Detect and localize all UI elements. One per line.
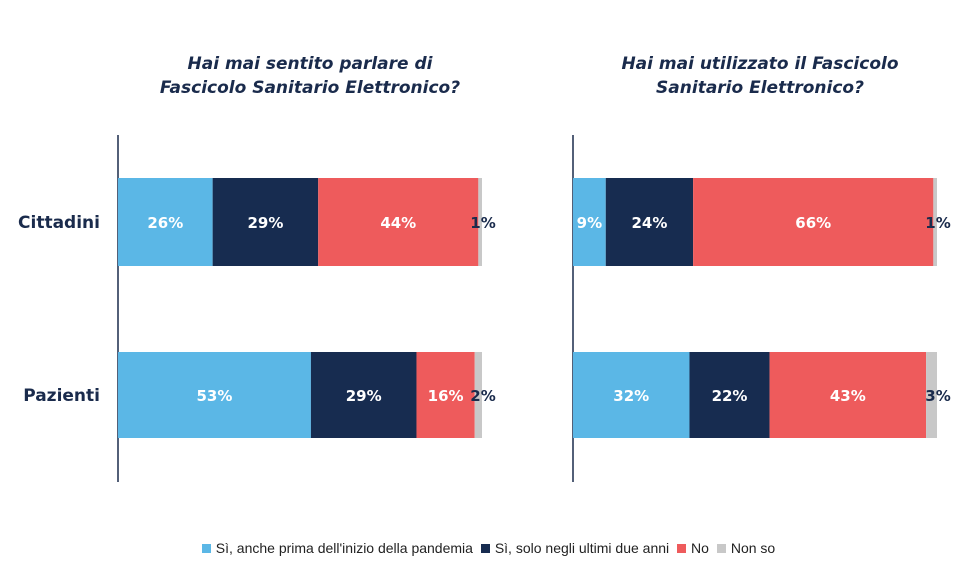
legend-swatch-prima (201, 544, 211, 553)
category-label-pazienti: Pazienti (23, 386, 100, 406)
data-label: 1% (470, 214, 495, 232)
bar-segment (478, 178, 482, 266)
data-label: 1% (925, 214, 950, 232)
data-label: 2% (470, 387, 495, 405)
legend-label-ultimi: Sì, solo negli ultimi due anni (494, 540, 670, 556)
bar-segment (118, 178, 213, 266)
bar-segment (605, 178, 694, 266)
data-label: 22% (712, 387, 748, 405)
bar-segment (310, 352, 417, 438)
legend-swatch-no (677, 544, 687, 553)
data-label: 44% (380, 214, 416, 232)
data-label: 24% (631, 214, 667, 232)
bar-segment (573, 178, 606, 266)
data-label: 9% (577, 214, 602, 232)
data-label: 43% (830, 387, 866, 405)
bar-segment (118, 352, 311, 438)
data-label: 29% (346, 387, 382, 405)
legend-item-ultimi: Sì, solo negli ultimi due anni (480, 540, 670, 556)
bar-segment (769, 352, 927, 438)
data-label: 66% (795, 214, 831, 232)
legend-item-prima: Sì, anche prima dell'inizio della pandem… (201, 540, 473, 556)
legend-swatch-nonso (716, 544, 726, 553)
legend-label-nonso: Non so (730, 540, 776, 556)
bar-segment (573, 352, 690, 438)
stacked-bar-charts: Cittadini 26% 29% 44% 1% Pazienti 53% 29% 16% 2% 9… (18, 135, 951, 482)
bar-segment (318, 178, 479, 266)
chart-title-left: Hai mai sentito parlare di Fascicolo San… (159, 54, 461, 98)
legend-item-nonso: Non so (716, 540, 776, 556)
bar-segment (926, 352, 937, 438)
data-label: 29% (247, 214, 283, 232)
bar-segment (933, 178, 937, 266)
data-label: 3% (925, 387, 950, 405)
data-label: 32% (613, 387, 649, 405)
chart-title-right: Hai mai utilizzato il Fascicolo Sanitari… (621, 54, 899, 98)
legend: Sì, anche prima dell'inizio della pandem… (0, 540, 977, 556)
data-label: 53% (197, 387, 233, 405)
data-label: 16% (428, 387, 464, 405)
legend-item-no: No (677, 540, 709, 556)
legend-label-no: No (691, 540, 709, 556)
bar-segment (416, 352, 475, 438)
bar-segment (693, 178, 934, 266)
bar-segment (689, 352, 770, 438)
category-label-cittadini: Cittadini (18, 213, 100, 233)
bar-segment (474, 352, 482, 438)
bar-segment (212, 178, 319, 266)
legend-label-prima: Sì, anche prima dell'inizio della pandem… (215, 540, 473, 556)
legend-swatch-ultimi (480, 544, 490, 553)
data-label: 26% (147, 214, 183, 232)
